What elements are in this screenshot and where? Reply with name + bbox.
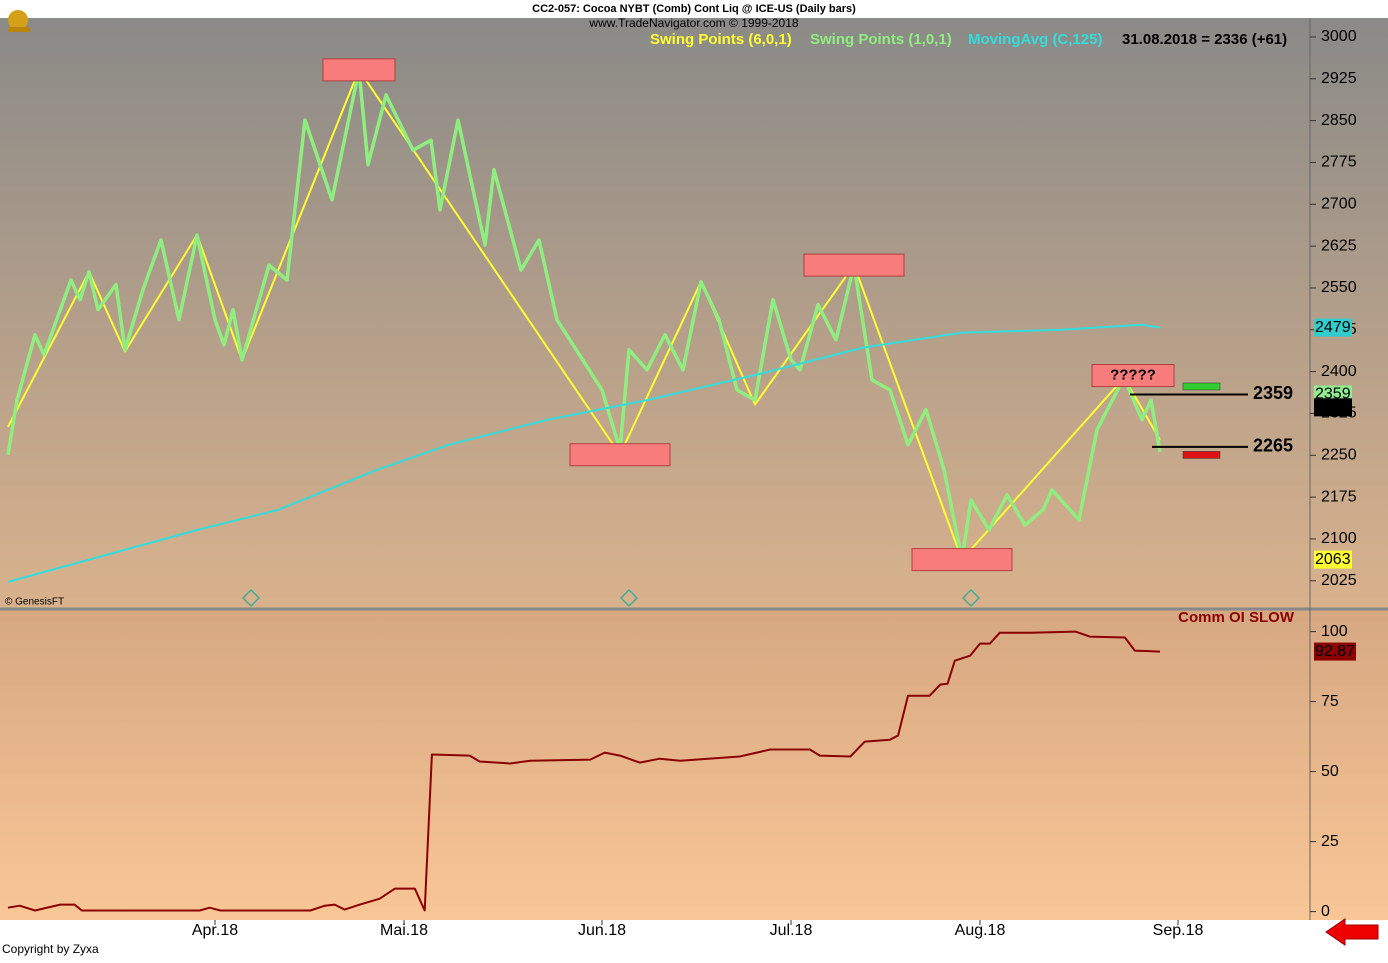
x-tick-label: Sep.18 xyxy=(1153,922,1204,939)
price-badge xyxy=(1314,398,1352,417)
y-tick-label: 2250 xyxy=(1321,447,1357,464)
price-badge-label: 2063 xyxy=(1315,551,1351,568)
y-tick-label: 3000 xyxy=(1321,28,1357,45)
y-tick-label: 2775 xyxy=(1321,154,1357,171)
y-tick-label: 2175 xyxy=(1321,488,1357,505)
x-tick-label: Mai.18 xyxy=(380,922,428,939)
y-tick-label: 50 xyxy=(1321,763,1339,780)
price-badge-label: 2336 xyxy=(1315,399,1351,416)
y-tick-label: 2400 xyxy=(1321,363,1357,380)
price-badge-label: 2479 xyxy=(1315,319,1351,336)
series-line xyxy=(6,68,1162,562)
x-tick-label: Apr.18 xyxy=(192,922,238,939)
y-tick-label: 2925 xyxy=(1321,70,1357,87)
status: 31.08.2018 = 2336 (+61) xyxy=(1122,31,1287,48)
indicator-badge-label: 92.87 xyxy=(1315,643,1355,660)
series-line xyxy=(7,630,1161,912)
x-tick-label: Jul.18 xyxy=(770,922,813,939)
y-tick-label: 100 xyxy=(1321,623,1348,640)
legend-entry: Swing Points (1,0,1) xyxy=(810,31,952,48)
indicator-badge xyxy=(1314,642,1356,661)
x-tick-label: Jun.18 xyxy=(578,922,626,939)
arrow-icon xyxy=(1325,918,1379,946)
y-tick-label: 2700 xyxy=(1321,196,1357,213)
swing-box-label: ????? xyxy=(1110,366,1156,383)
chart-subtitle: www.TradeNavigator.com © 1999-2018 xyxy=(588,16,798,30)
swing-box xyxy=(569,443,671,467)
y-tick-label: 2625 xyxy=(1321,237,1357,254)
indicator-panel xyxy=(0,610,1388,920)
y-tick-label: 2025 xyxy=(1321,572,1357,589)
swing-box xyxy=(803,253,905,277)
chart-title: CC2-057: Cocoa NYBT (Comb) Cont Liq @ IC… xyxy=(532,3,856,15)
legend-entry: MovingAvg (C,125) xyxy=(968,31,1102,48)
level-label: 2265 xyxy=(1253,436,1293,456)
x-tick-label: Aug.18 xyxy=(955,922,1006,939)
swing-box xyxy=(911,548,1013,572)
watermark: © GenesisFT xyxy=(5,597,64,608)
legend-entry: Swing Points (6,0,1) xyxy=(650,31,792,48)
price-badge xyxy=(1314,318,1352,337)
level-marker xyxy=(1182,382,1221,391)
y-tick-label: 0 xyxy=(1321,903,1330,920)
swing-box xyxy=(1091,364,1175,388)
copyright: Copyright by Zyxa xyxy=(2,942,99,956)
y-tick-label: 2850 xyxy=(1321,112,1357,129)
y-tick-label: 25 xyxy=(1321,833,1339,850)
logo xyxy=(8,10,30,32)
event-icons xyxy=(241,588,981,608)
swing-box xyxy=(322,58,396,82)
y-tick-label: 2100 xyxy=(1321,530,1357,547)
y-tick-label: 75 xyxy=(1321,693,1339,710)
series-line xyxy=(7,323,1161,583)
level-label: 2359 xyxy=(1253,383,1293,403)
price-badge xyxy=(1314,550,1352,569)
indicator-title: Comm OI SLOW xyxy=(1178,609,1295,626)
level-marker xyxy=(1182,451,1221,459)
y-tick-label: 2550 xyxy=(1321,279,1357,296)
